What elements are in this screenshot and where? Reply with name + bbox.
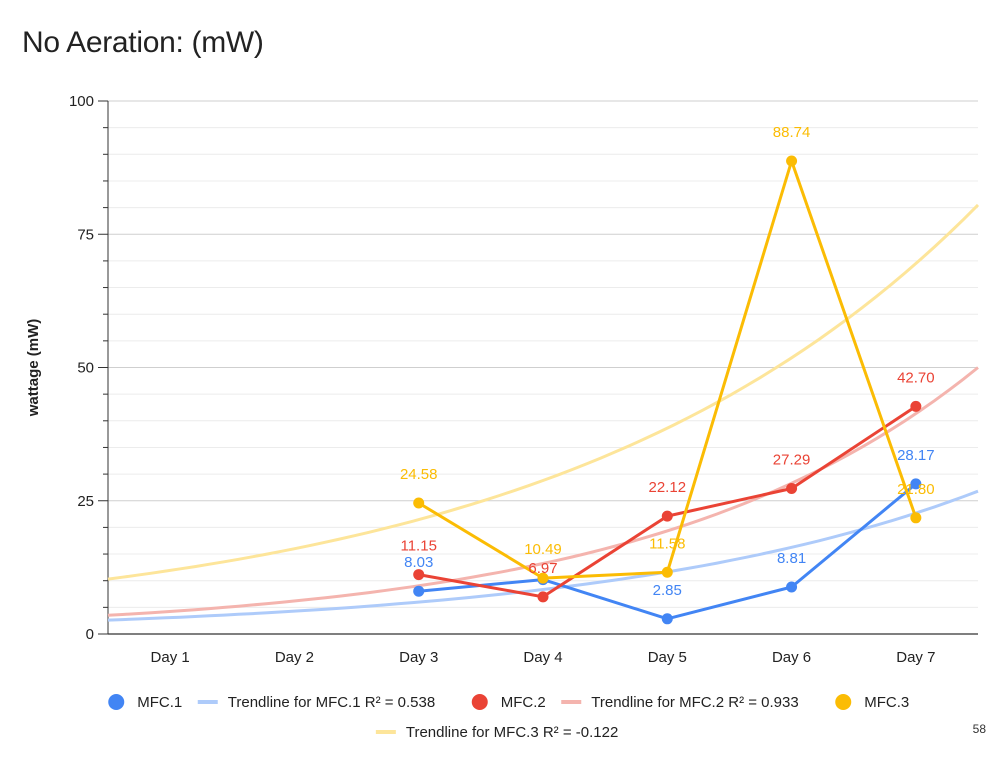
data-label-mfc1: 8.03 <box>404 554 433 571</box>
data-point-mfc2 <box>910 400 922 412</box>
data-point-mfc3 <box>413 497 425 509</box>
data-point-mfc2 <box>413 569 425 581</box>
page-number: 58 <box>972 722 986 736</box>
legend-marker-dot <box>108 694 125 710</box>
data-point-mfc3 <box>537 572 549 584</box>
data-label-mfc1: 2.85 <box>653 582 682 599</box>
y-tick-label: 75 <box>77 226 94 243</box>
trendline-mfc1 <box>107 489 979 622</box>
legend-label: MFC.3 <box>864 694 909 711</box>
legend-label: MFC.2 <box>501 694 546 711</box>
data-label-mfc2: 11.15 <box>400 538 436 555</box>
data-label-mfc3: 24.58 <box>400 466 438 483</box>
x-tick-label: Day 3 <box>399 649 438 666</box>
data-label-mfc1: 8.81 <box>777 550 806 567</box>
trendline-mfc3 <box>107 203 980 581</box>
data-point-mfc3 <box>910 512 922 524</box>
x-tick-label: Day 4 <box>523 649 562 666</box>
chart-title: No Aeration: (mW) <box>22 26 264 59</box>
legend-label: Trendline for MFC.2 R² = 0.933 <box>591 694 798 711</box>
x-tick-label: Day 1 <box>151 649 190 666</box>
data-point-mfc1 <box>786 581 798 593</box>
data-label-mfc2: 27.29 <box>773 452 811 469</box>
x-tick-label: Day 2 <box>275 649 314 666</box>
data-point-mfc1 <box>413 585 425 597</box>
y-tick-label: 0 <box>86 626 94 643</box>
y-tick-label: 25 <box>77 493 94 510</box>
legend-marker-dot <box>835 694 852 710</box>
data-point-mfc2 <box>537 591 549 603</box>
x-tick-label: Day 7 <box>896 649 935 666</box>
data-label-mfc3: 11.58 <box>649 535 685 552</box>
data-point-mfc2 <box>786 483 798 495</box>
y-tick-label: 100 <box>69 93 94 110</box>
data-label-mfc3: 10.49 <box>524 541 562 558</box>
data-label-mfc3: 88.74 <box>773 124 811 141</box>
legend-marker-dot <box>471 694 488 710</box>
x-tick-label: Day 6 <box>772 649 811 666</box>
data-label-mfc1: 28.17 <box>897 447 935 464</box>
data-label-mfc2: 22.12 <box>649 479 687 496</box>
data-point-mfc1 <box>910 478 922 490</box>
y-axis-label: wattage (mW) <box>25 319 42 418</box>
legend-label: Trendline for MFC.3 R² = -0.122 <box>406 724 618 741</box>
data-point-mfc3 <box>661 566 673 578</box>
x-tick-label: Day 5 <box>648 649 687 666</box>
data-label-mfc2: 42.70 <box>897 369 935 386</box>
y-tick-label: 50 <box>77 360 94 377</box>
legend-label: MFC.1 <box>137 694 182 711</box>
data-point-mfc1 <box>661 613 673 625</box>
data-point-mfc2 <box>661 510 673 522</box>
data-point-mfc3 <box>786 155 798 167</box>
legend-label: Trendline for MFC.1 R² = 0.538 <box>228 694 435 711</box>
data-label-mfc2: 6.97 <box>528 560 557 577</box>
data-label-mfc3: 21.80 <box>897 481 935 498</box>
